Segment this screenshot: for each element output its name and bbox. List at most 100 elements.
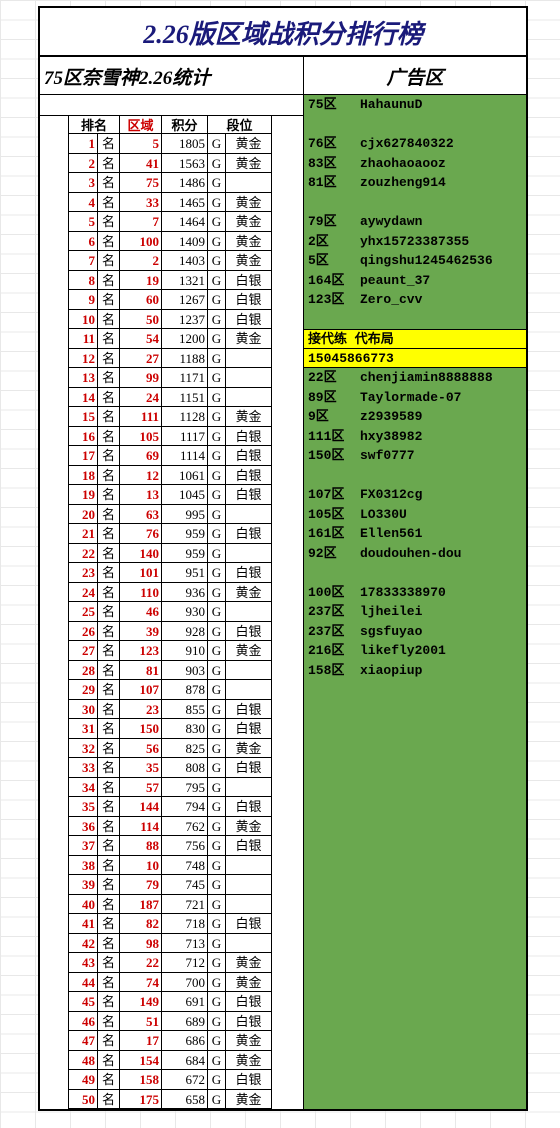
cell-g: G [208, 797, 226, 817]
cell-area: 35 [120, 758, 162, 778]
cell-g: G [208, 739, 226, 759]
cell-rank: 25 [68, 602, 98, 622]
cell-tier: 白银 [226, 700, 272, 720]
table-row: 34名57795G [40, 778, 303, 798]
ad-line: 76区cjx627840322 [304, 134, 526, 154]
cell-ming: 名 [98, 856, 120, 876]
cell-g: G [208, 1090, 226, 1110]
cell-area: 46 [120, 602, 162, 622]
table-row: 13名991171G [40, 368, 303, 388]
cell-area: 74 [120, 973, 162, 993]
cell-area: 13 [120, 485, 162, 505]
cell-ming: 名 [98, 446, 120, 466]
table-row: 37名88756G白银 [40, 836, 303, 856]
ad-name: HahaunuD [360, 95, 526, 115]
cell-score: 1267 [162, 290, 208, 310]
cell-score: 686 [162, 1031, 208, 1051]
cell-rank: 4 [68, 193, 98, 213]
cell-area: 111 [120, 407, 162, 427]
cell-rank: 43 [68, 953, 98, 973]
cell-rank: 22 [68, 544, 98, 564]
cell-score: 910 [162, 641, 208, 661]
ad-name [360, 466, 526, 486]
cell-rank: 36 [68, 817, 98, 837]
ad-line: 22区chenjiamin8888888 [304, 368, 526, 388]
cell-g: G [208, 329, 226, 349]
cell-area: 39 [120, 622, 162, 642]
cell-ming: 名 [98, 485, 120, 505]
cell-area: 69 [120, 446, 162, 466]
table-row: 36名114762G黄金 [40, 817, 303, 837]
cell-g: G [208, 602, 226, 622]
cell-rank: 40 [68, 895, 98, 915]
cell-g: G [208, 310, 226, 330]
cell-tier: 黄金 [226, 1051, 272, 1071]
hdr-score: 积分 [162, 116, 208, 135]
ad-name: 17833338970 [360, 583, 526, 603]
subtitle-left: 75区奈雪神2.26统计 [40, 57, 304, 94]
cell-tier [226, 602, 272, 622]
table-row: 35名144794G白银 [40, 797, 303, 817]
ad-zone [308, 310, 360, 330]
cell-g: G [208, 583, 226, 603]
cell-tier: 白银 [226, 310, 272, 330]
cell-rank: 46 [68, 1012, 98, 1032]
cell-g: G [208, 251, 226, 271]
cell-area: 114 [120, 817, 162, 837]
cell-g: G [208, 368, 226, 388]
cell-g: G [208, 446, 226, 466]
cell-score: 1188 [162, 349, 208, 369]
cell-area: 10 [120, 856, 162, 876]
ad-zone: 22区 [308, 368, 360, 388]
cell-score: 1045 [162, 485, 208, 505]
cell-tier: 白银 [226, 914, 272, 934]
cell-score: 1114 [162, 446, 208, 466]
ad-line [304, 193, 526, 213]
ad-zone: 111区 [308, 427, 360, 447]
cell-rank: 15 [68, 407, 98, 427]
cell-score: 748 [162, 856, 208, 876]
ranking-pane: 排名 区域 积分 段位 1名51805G黄金2名411563G黄金3名75148… [40, 95, 304, 1109]
cell-score: 936 [162, 583, 208, 603]
cell-rank: 41 [68, 914, 98, 934]
cell-area: 63 [120, 505, 162, 525]
cell-area: 88 [120, 836, 162, 856]
cell-area: 56 [120, 739, 162, 759]
cell-area: 24 [120, 388, 162, 408]
table-row: 2名411563G黄金 [40, 154, 303, 174]
cell-score: 1061 [162, 466, 208, 486]
cell-tier: 白银 [226, 758, 272, 778]
table-row: 10名501237G白银 [40, 310, 303, 330]
table-row: 33名35808G白银 [40, 758, 303, 778]
cell-area: 140 [120, 544, 162, 564]
ad-zone: 79区 [308, 212, 360, 232]
cell-ming: 名 [98, 680, 120, 700]
subtitle-right: 广告区 [304, 57, 526, 94]
ad-zone: 92区 [308, 544, 360, 564]
hdr-rank: 排名 [68, 116, 120, 135]
ad-line: 111区hxy38982 [304, 427, 526, 447]
cell-area: 81 [120, 661, 162, 681]
cell-score: 1128 [162, 407, 208, 427]
ad-name: z2939589 [360, 407, 526, 427]
cell-tier: 白银 [226, 485, 272, 505]
table-row: 47名17686G黄金 [40, 1031, 303, 1051]
cell-area: 149 [120, 992, 162, 1012]
ad-zone: 150区 [308, 446, 360, 466]
ad-line: 92区doudouhen-dou [304, 544, 526, 564]
table-row: 4名331465G黄金 [40, 193, 303, 213]
cell-area: 187 [120, 895, 162, 915]
cell-rank: 29 [68, 680, 98, 700]
cell-g: G [208, 836, 226, 856]
cell-rank: 6 [68, 232, 98, 252]
cell-rank: 27 [68, 641, 98, 661]
cell-ming: 名 [98, 602, 120, 622]
cell-rank: 49 [68, 1070, 98, 1090]
cell-rank: 32 [68, 739, 98, 759]
cell-ming: 名 [98, 895, 120, 915]
cell-tier: 白银 [226, 446, 272, 466]
ad-line: 2区yhx15723387355 [304, 232, 526, 252]
cell-ming: 名 [98, 544, 120, 564]
ad-name: peaunt_37 [360, 271, 526, 291]
cell-tier: 黄金 [226, 212, 272, 232]
